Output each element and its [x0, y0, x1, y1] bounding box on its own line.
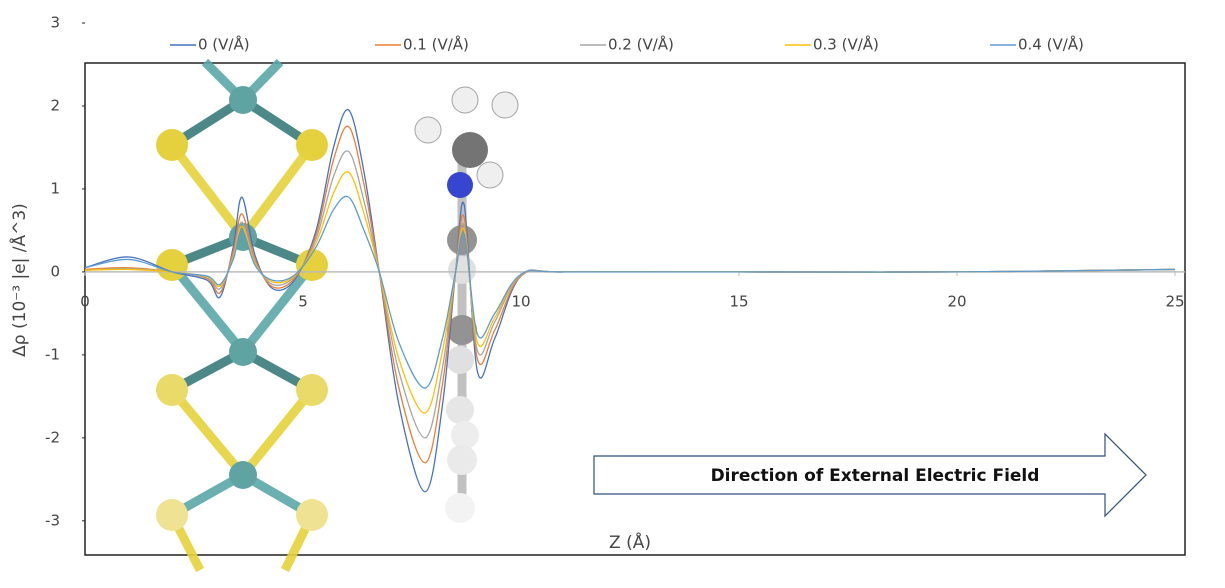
legend-label: 0.2 (V/Å) — [608, 35, 674, 54]
legend-label: 0.1 (V/Å) — [403, 35, 469, 54]
y-tick-label: 1 — [50, 179, 60, 197]
x-tick-label: 20 — [947, 292, 966, 310]
annotation: Direction of External Electric Field — [711, 466, 1040, 486]
x-axis-label: Z (Å) — [609, 531, 651, 553]
legend-label: 0.4 (V/Å) — [1018, 35, 1084, 54]
y-tick-label: 3 — [50, 14, 60, 32]
structure-illustration — [156, 62, 518, 570]
y-axis-label: Δρ (10⁻³ |e| /Å^3) — [8, 203, 30, 357]
series-line — [85, 126, 1175, 463]
series-line — [85, 151, 1175, 438]
x-tick-label: 15 — [729, 292, 748, 310]
x-tick-label: 0 — [80, 292, 90, 310]
y-tick-label: 2 — [50, 96, 60, 114]
field-arrow: Direction of External Electric Field — [594, 434, 1146, 516]
x-tick-label: 10 — [511, 292, 530, 310]
chart: Direction of External Electric Field Z (… — [0, 0, 1225, 588]
legend-label: 0.3 (V/Å) — [813, 35, 879, 54]
x-tick-label: 25 — [1165, 292, 1184, 310]
series-line — [85, 110, 1175, 492]
series-line — [85, 172, 1175, 413]
legend-label: 0 (V/Å) — [198, 35, 250, 54]
y-tick-label: 0 — [50, 262, 60, 280]
y-tick-label: -2 — [45, 428, 60, 446]
x-tick-label: 5 — [298, 292, 308, 310]
y-tick-label: -3 — [45, 511, 60, 529]
y-tick-label: -1 — [45, 345, 60, 363]
